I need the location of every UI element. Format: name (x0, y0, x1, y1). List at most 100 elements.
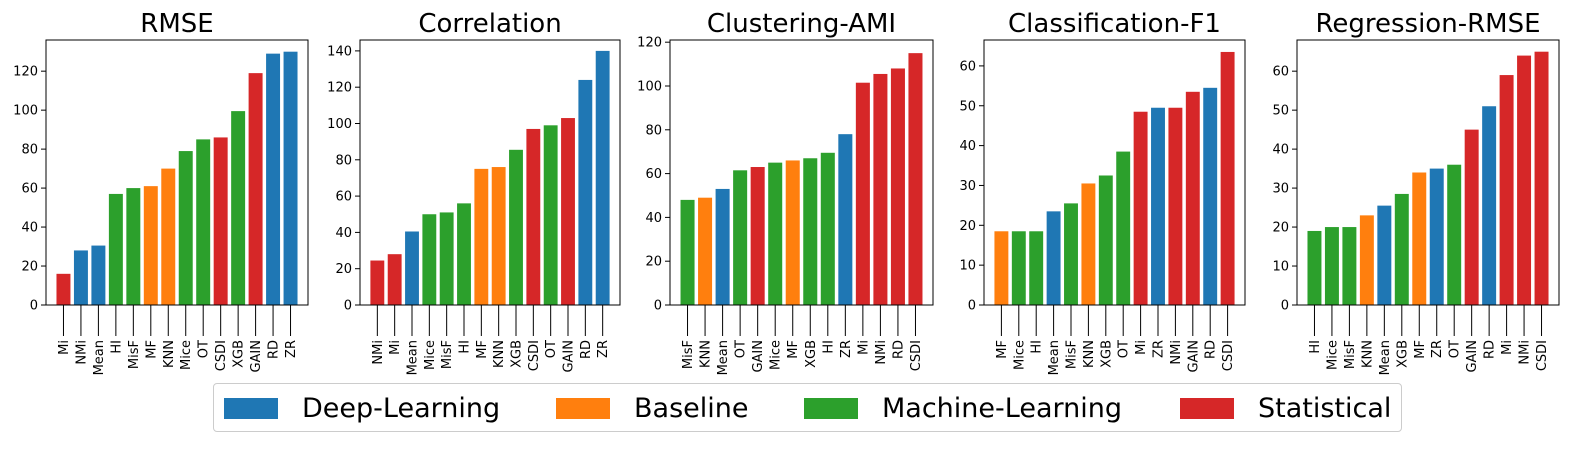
y-tick-label: 40 (21, 221, 38, 236)
x-tick-label-rd: RD (267, 340, 282, 359)
x-tick-label-mf: MF (1413, 340, 1428, 359)
legend-swatch-deep-learning (224, 397, 278, 419)
x-tick-label-gain: GAIN (562, 340, 577, 373)
y-tick-label: 20 (959, 219, 976, 234)
bar-hi (1307, 230, 1322, 305)
bar-rd (266, 53, 281, 305)
plot-frame (359, 39, 621, 306)
y-tick-label: 10 (1272, 260, 1289, 275)
y-tick-label: 40 (959, 139, 976, 154)
y-tick-label: 100 (637, 79, 662, 94)
bar-csdi (1220, 51, 1235, 306)
bar-mi (56, 273, 71, 305)
x-tick-label-ot: OT (197, 340, 212, 358)
x-tick-label-gain: GAIN (1465, 340, 1480, 373)
bar-gain (561, 118, 575, 305)
bar-gain (1185, 91, 1200, 305)
bar-knn (1081, 183, 1096, 305)
x-tick-label-knn: KNN (1360, 340, 1375, 368)
x-tick-label-mi: Mi (388, 340, 403, 355)
x-tick-label-mean: Mean (1047, 340, 1062, 375)
y-tick-label: 60 (1272, 65, 1289, 80)
x-tick-label-mf: MF (786, 340, 801, 359)
x-tick-label-mice: Mice (1325, 340, 1340, 370)
chart-title: Classification-F1 (1008, 9, 1221, 39)
x-tick-label-mice: Mice (1012, 340, 1027, 370)
bar-zr (1151, 107, 1165, 306)
y-tick-label: 0 (654, 299, 662, 314)
x-tick-label-xgb: XGB (232, 340, 247, 368)
bar-knn (1359, 215, 1374, 305)
x-tick-label-ot: OT (544, 340, 559, 358)
bar-mf (474, 168, 489, 305)
bar-mi (855, 82, 870, 306)
x-tick-label-nmi: NMi (1169, 340, 1184, 365)
x-tick-label-misf: MisF (1065, 340, 1080, 369)
y-tick-label: 20 (1272, 221, 1289, 236)
bar-mean (715, 188, 730, 305)
y-tick-label: 60 (959, 59, 976, 74)
x-tick-label-zr: ZR (284, 340, 299, 358)
chart-title: Clustering-AMI (707, 9, 896, 39)
plot-frame (983, 39, 1246, 306)
bar-hi (457, 203, 471, 305)
x-tick-label-hi: HI (458, 340, 473, 354)
x-tick-label-rd: RD (891, 340, 906, 359)
x-tick-label-misf: MisF (440, 340, 455, 369)
x-tick-label-xgb: XGB (1395, 340, 1410, 368)
chart-title: RMSE (140, 9, 213, 39)
x-tick-label-rd: RD (579, 340, 594, 359)
x-tick-label-mf: MF (475, 340, 490, 359)
bar-csdi (526, 128, 541, 305)
x-tick-label-misf: MisF (1343, 340, 1358, 369)
y-tick-label: 0 (1281, 299, 1289, 314)
x-tick-label-rd: RD (1483, 340, 1498, 359)
y-tick-label: 50 (959, 99, 976, 114)
x-tick-label-csdi: CSDI (527, 340, 542, 371)
chart-clustering-ami: Clustering-AMI 0 20 40 60 80 100 120 MisF KNN Mean… (637, 9, 934, 375)
bar-nmi (1517, 55, 1532, 306)
bar-misf (126, 188, 141, 305)
x-tick-label-mi: Mi (856, 340, 871, 355)
bar-zr (1429, 168, 1444, 305)
bar-mean (405, 231, 419, 305)
x-tick-label-csdi: CSDI (909, 340, 924, 371)
bar-csdi (213, 137, 228, 305)
x-tick-label-zr: ZR (1152, 340, 1167, 358)
x-tick-label-mean: Mean (92, 340, 107, 375)
x-tick-label-mean: Mean (1378, 340, 1393, 375)
x-tick-label-gain: GAIN (1186, 340, 1201, 373)
y-tick-label: 120 (13, 65, 38, 80)
bar-nmi (873, 73, 888, 305)
x-tick-label-hi: HI (109, 340, 124, 354)
legend-item-baseline: Baseline (556, 392, 748, 424)
chart-regression-rmse: Regression-RMSE 0 10 20 30 40 50 60 HI Mice MisF KN… (1272, 9, 1560, 375)
y-tick-label: 10 (959, 259, 976, 274)
bar-misf (1064, 203, 1078, 305)
bar-gain (248, 73, 263, 306)
bar-mf (994, 231, 1009, 305)
y-tick-label: 80 (21, 143, 38, 158)
y-tick-label: 20 (335, 262, 352, 277)
bar-xgb (231, 111, 246, 306)
legend-label: Baseline (634, 392, 749, 424)
y-tick-label: 30 (959, 179, 976, 194)
bar-mice (1324, 227, 1339, 305)
x-tick-label-mean: Mean (406, 340, 421, 375)
x-tick-label-mi: Mi (1134, 340, 1149, 355)
bar-mi (387, 254, 402, 305)
bar-mice (422, 214, 437, 305)
chart-title: Correlation (418, 9, 561, 39)
bar-mi (1133, 111, 1148, 305)
bar-misf (439, 212, 454, 305)
x-tick-label-mice: Mice (769, 340, 784, 370)
x-tick-label-hi: HI (1030, 340, 1045, 354)
legend-item-deep-learning: Deep-Learning (224, 392, 500, 424)
x-tick-label-nmi: NMi (371, 340, 386, 365)
bar-hi (108, 193, 123, 305)
chart-title: Regression-RMSE (1315, 9, 1540, 39)
bar-rd (1482, 106, 1497, 305)
x-tick-label-mi: Mi (57, 340, 72, 355)
bar-csdi (908, 53, 923, 305)
